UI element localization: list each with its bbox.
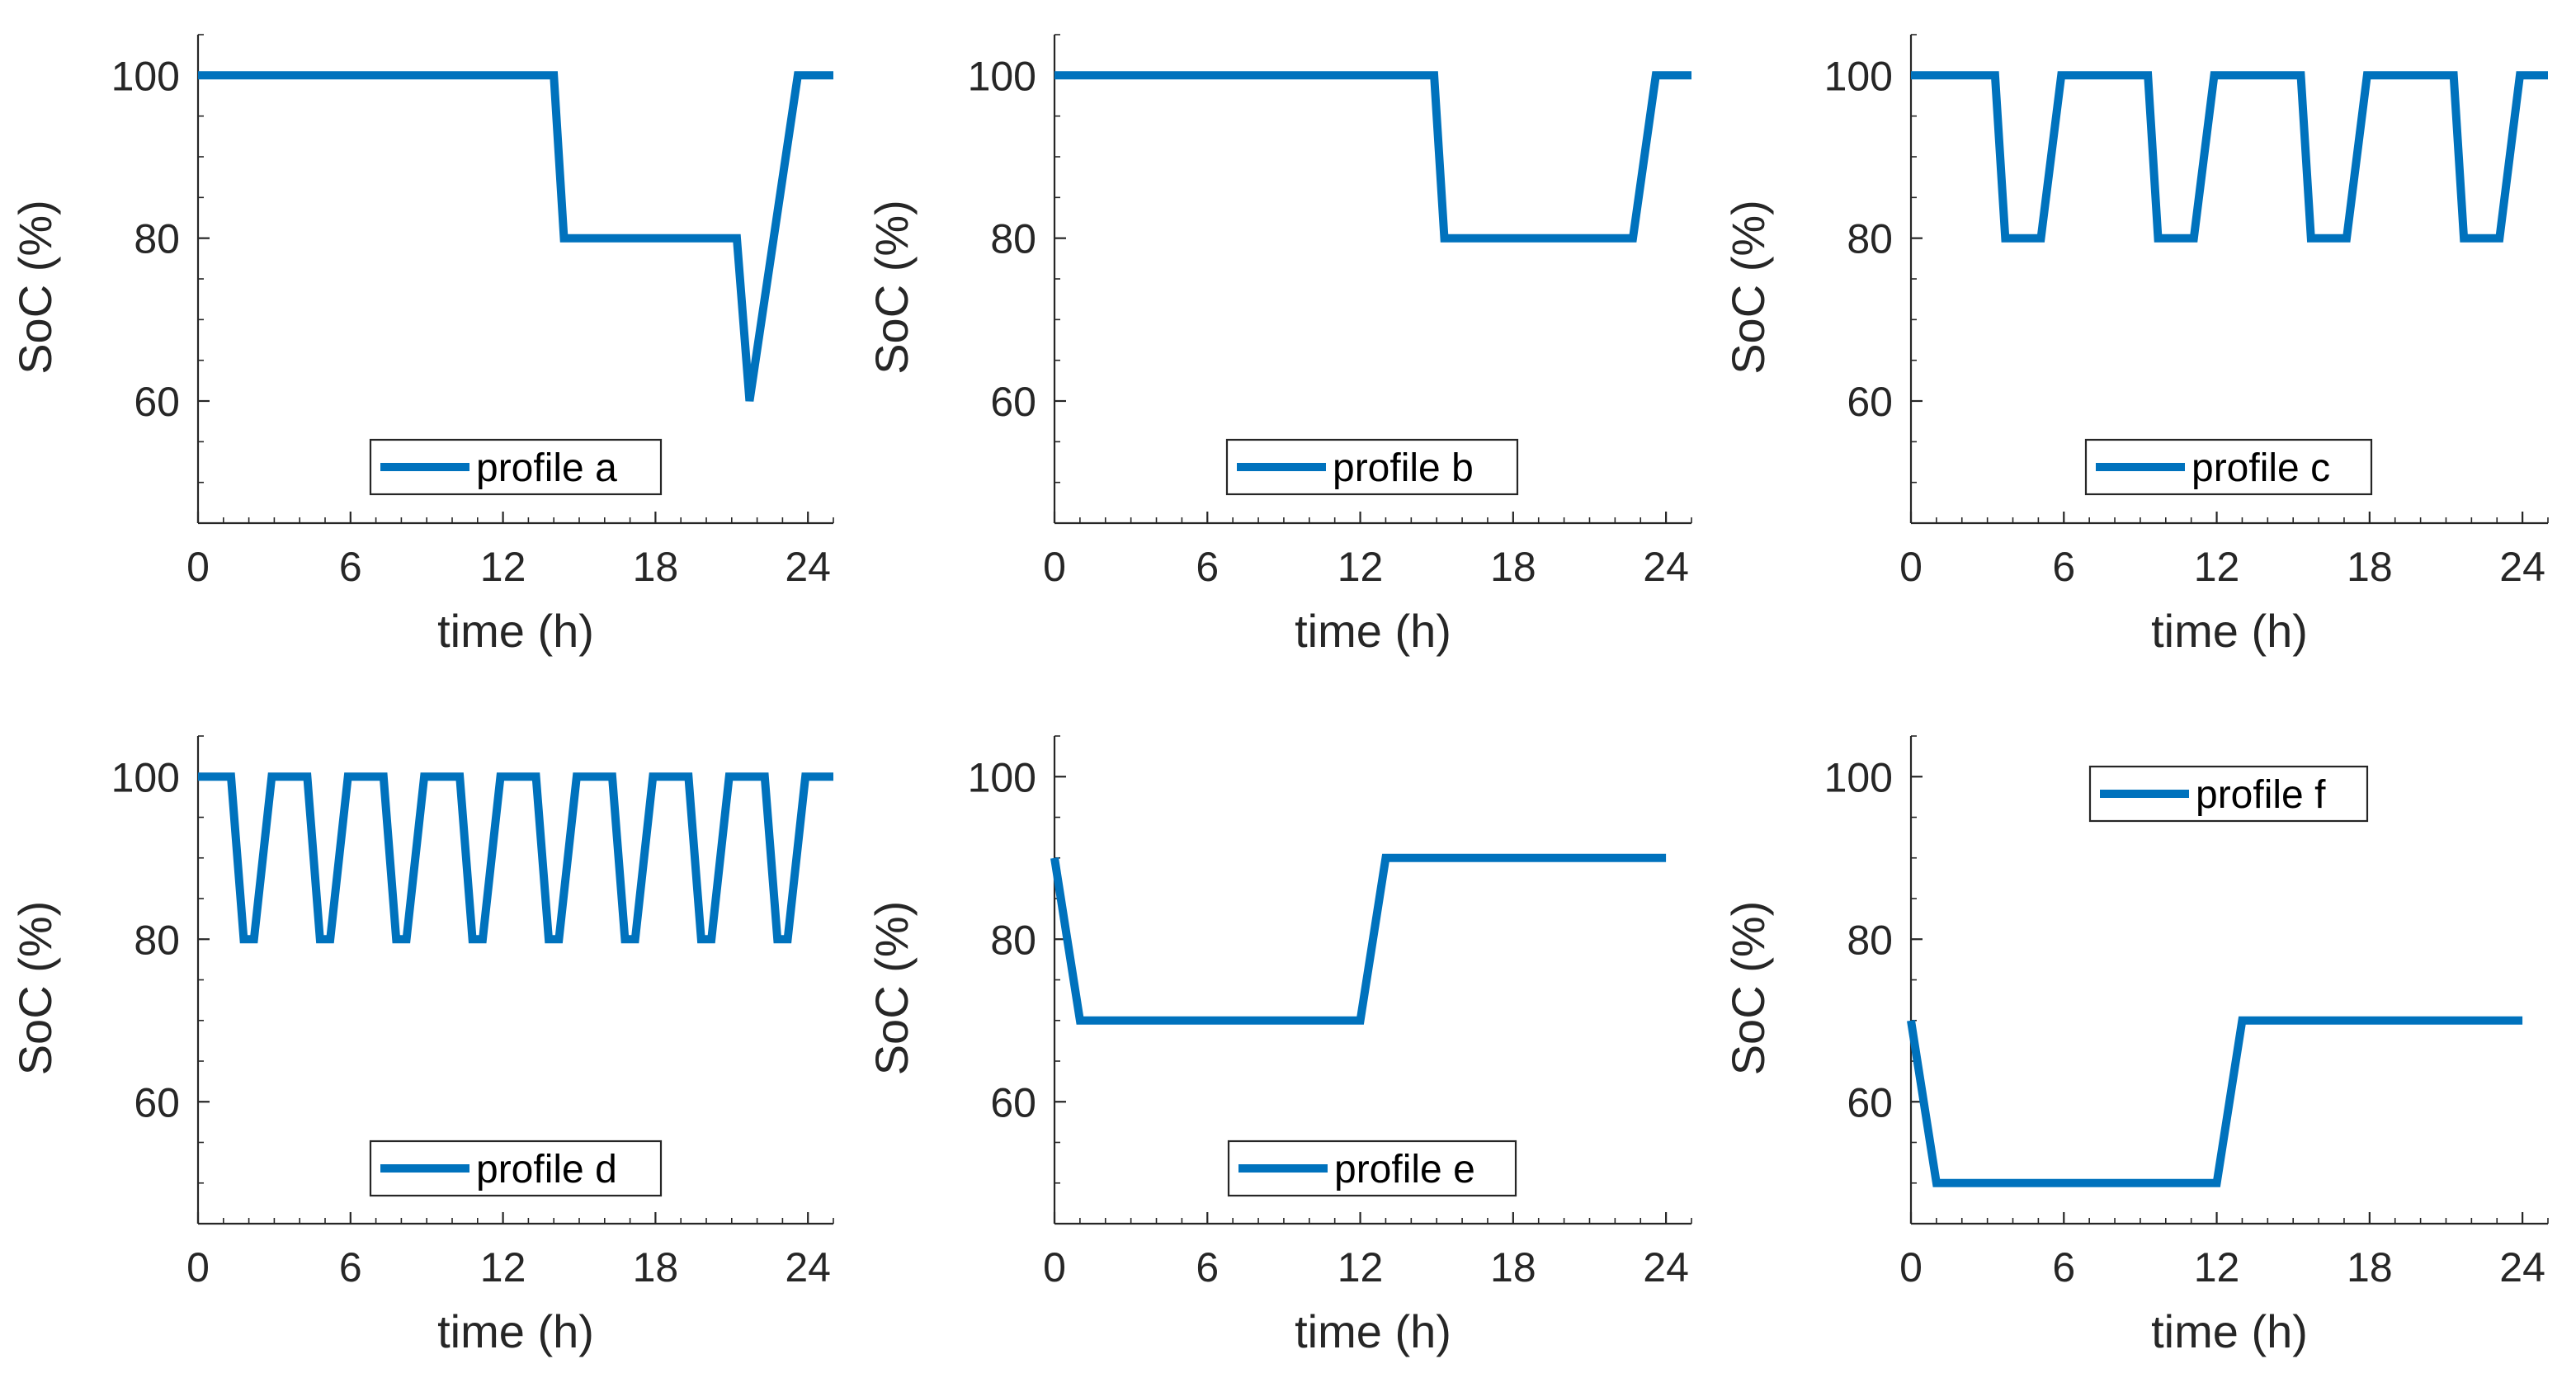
x-tick-label: 0 [1899, 544, 1923, 590]
y-axis-label: SoC (%) [9, 200, 61, 375]
x-tick-label: 24 [1643, 544, 1689, 590]
chart-panel-2: 0 6 12 18 24 60 80 100 time (h) SoC (%) profile b [866, 34, 1692, 657]
series-line [198, 71, 833, 402]
x-tick-label: 24 [2499, 544, 2545, 590]
x-axis-label: time (h) [1295, 1305, 1451, 1357]
legend: profile c [2084, 438, 2373, 496]
legend-entry-label: profile a [476, 446, 617, 490]
x-tick-label: 0 [186, 1244, 210, 1291]
x-tick-label: 0 [1043, 544, 1066, 590]
y-axis-label: SoC (%) [866, 200, 918, 375]
y-tick-label: 80 [1847, 917, 1893, 963]
x-tick-label: 12 [1338, 1244, 1384, 1291]
legend-entry-label: profile f [2196, 773, 2326, 817]
x-tick-label: 0 [1043, 1244, 1066, 1291]
x-tick-label: 18 [633, 544, 679, 590]
x-tick-label: 0 [1899, 1244, 1923, 1291]
chart-panel-3: 0 6 12 18 24 60 80 100 time (h) SoC (%) profile c [1722, 34, 2549, 657]
x-axis-label: time (h) [1295, 605, 1451, 657]
y-tick-label: 100 [111, 754, 180, 800]
legend-entry-label: profile c [2191, 446, 2330, 490]
x-tick-label: 18 [1490, 544, 1536, 590]
x-tick-label: 6 [2052, 544, 2075, 590]
x-tick-label: 18 [633, 1244, 679, 1291]
legend: profile e [1227, 1140, 1517, 1197]
x-tick-label: 12 [480, 1244, 526, 1291]
y-tick-label: 80 [134, 917, 180, 963]
y-tick-label: 60 [1847, 379, 1893, 425]
x-tick-label: 18 [2347, 1244, 2393, 1291]
y-axis-label: SoC (%) [9, 901, 61, 1076]
x-tick-label: 18 [2347, 544, 2393, 590]
x-tick-label: 24 [2499, 1244, 2545, 1291]
legend: profile a [369, 438, 663, 496]
y-tick-label: 60 [134, 1079, 180, 1125]
y-axis-label: SoC (%) [866, 901, 918, 1076]
x-axis-label: time (h) [2151, 605, 2308, 657]
x-axis-label: time (h) [437, 1305, 594, 1357]
legend-entry-label: profile e [1334, 1148, 1475, 1191]
x-tick-label: 6 [339, 544, 362, 590]
y-tick-label: 60 [1847, 1079, 1893, 1125]
x-tick-label: 6 [2052, 1244, 2075, 1291]
series-line [1050, 853, 1667, 1025]
x-tick-label: 0 [186, 544, 210, 590]
x-axis-label: time (h) [437, 605, 594, 657]
x-tick-label: 12 [1338, 544, 1384, 590]
x-tick-label: 12 [480, 544, 526, 590]
series-line [1907, 1016, 2523, 1187]
y-axis-label: SoC (%) [1722, 200, 1774, 375]
legend-entry-label: profile b [1333, 446, 1474, 490]
y-tick-label: 80 [990, 917, 1036, 963]
y-tick-label: 100 [968, 53, 1036, 99]
chart-panel-6: 0 6 12 18 24 60 80 100 time (h) SoC (%) profile f [1722, 735, 2549, 1357]
y-tick-label: 80 [990, 216, 1036, 262]
x-tick-label: 24 [785, 544, 831, 590]
x-tick-label: 18 [1490, 1244, 1536, 1291]
y-tick-label: 80 [134, 216, 180, 262]
legend: profile f [2088, 765, 2369, 823]
x-tick-label: 12 [2194, 1244, 2240, 1291]
legend-entry-label: profile d [476, 1148, 617, 1191]
chart-panel-1: 0 6 12 18 24 60 80 100 time (h) SoC (%) profile a [9, 34, 834, 657]
series-line [198, 772, 833, 944]
x-tick-label: 24 [1643, 1244, 1689, 1291]
x-axis-label: time (h) [2151, 1305, 2308, 1357]
y-tick-label: 80 [1847, 216, 1893, 262]
legend: profile b [1225, 438, 1519, 496]
y-tick-label: 100 [968, 754, 1036, 800]
y-tick-label: 100 [1824, 754, 1893, 800]
series-line [1911, 71, 2548, 243]
y-tick-label: 100 [1824, 53, 1893, 99]
y-axis-label: SoC (%) [1722, 901, 1774, 1076]
y-tick-label: 60 [990, 379, 1036, 425]
legend: profile d [369, 1140, 663, 1197]
chart-panel-5: 0 6 12 18 24 60 80 100 time (h) SoC (%) profile e [866, 735, 1692, 1357]
series-line [1054, 71, 1691, 243]
x-tick-label: 12 [2194, 544, 2240, 590]
x-tick-label: 6 [339, 1244, 362, 1291]
x-tick-label: 6 [1196, 1244, 1219, 1291]
chart-panel-4: 0 6 12 18 24 60 80 100 time (h) SoC (%) profile d [9, 735, 834, 1357]
x-tick-label: 24 [785, 1244, 831, 1291]
x-tick-label: 6 [1196, 544, 1219, 590]
y-tick-label: 60 [990, 1079, 1036, 1125]
y-tick-label: 100 [111, 53, 180, 99]
y-tick-label: 60 [134, 379, 180, 425]
